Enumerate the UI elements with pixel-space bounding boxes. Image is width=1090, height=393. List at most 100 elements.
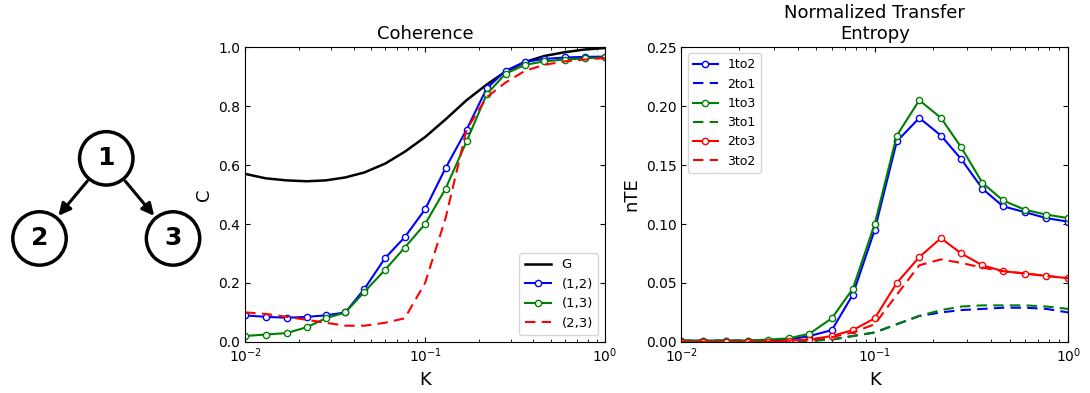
2to1 (955, 308, 968, 312)
1to3 (869, 222, 882, 226)
Line: 2to3: 2to3 (678, 235, 1071, 345)
(1,3) (499, 71, 512, 76)
(1,3) (358, 289, 371, 294)
1to2 (846, 292, 859, 297)
G (300, 179, 313, 184)
(1,2) (319, 313, 332, 318)
(1,3) (598, 55, 611, 60)
Circle shape (80, 132, 133, 185)
Line: 3to2: 3to2 (681, 259, 1068, 342)
2to1 (1062, 310, 1075, 315)
(1,2) (419, 207, 432, 211)
1to3 (996, 198, 1009, 203)
(1,2) (460, 127, 473, 132)
2to1 (697, 338, 710, 343)
(2,3) (519, 68, 532, 73)
2to1 (783, 338, 796, 343)
G (319, 178, 332, 183)
Circle shape (13, 212, 66, 265)
1to2 (761, 338, 774, 343)
1to3 (1019, 208, 1032, 212)
1to3 (1040, 212, 1053, 217)
(1,3) (398, 245, 411, 250)
(1,3) (319, 316, 332, 321)
3to2 (675, 340, 688, 344)
2to3 (976, 263, 989, 268)
(1,3) (558, 57, 571, 62)
1to2 (719, 338, 732, 343)
Text: 3: 3 (165, 226, 182, 250)
(1,2) (537, 57, 550, 61)
3to2 (719, 340, 732, 344)
(2,3) (460, 127, 473, 132)
Line: G: G (245, 48, 605, 181)
3to2 (697, 340, 710, 344)
3to2 (825, 335, 838, 340)
Circle shape (146, 212, 199, 265)
Y-axis label: nTE: nTE (622, 178, 640, 211)
2to1 (1040, 307, 1053, 311)
(1,2) (280, 315, 293, 320)
3to2 (891, 292, 904, 297)
(1,3) (378, 267, 391, 272)
(2,3) (398, 316, 411, 321)
1to3 (803, 331, 816, 336)
2to3 (891, 281, 904, 285)
1to3 (783, 336, 796, 341)
G (578, 47, 591, 52)
3to2 (1019, 271, 1032, 276)
2to1 (1019, 305, 1032, 310)
(1,2) (499, 68, 512, 73)
2to1 (675, 338, 688, 343)
1to3 (741, 338, 754, 343)
G (259, 176, 272, 181)
3to1 (976, 303, 989, 308)
(1,3) (280, 331, 293, 335)
1to2 (976, 186, 989, 191)
G (398, 149, 411, 154)
Text: 1: 1 (97, 146, 116, 170)
(2,3) (280, 314, 293, 319)
2to1 (803, 338, 816, 343)
2to1 (891, 322, 904, 327)
3to2 (1040, 274, 1053, 278)
2to3 (741, 340, 754, 344)
(2,3) (480, 95, 493, 100)
2to3 (996, 269, 1009, 274)
3to1 (697, 338, 710, 343)
3to1 (891, 322, 904, 327)
3to1 (846, 334, 859, 338)
(2,3) (319, 320, 332, 325)
2to3 (697, 340, 710, 344)
2to3 (1062, 276, 1075, 281)
(1,3) (259, 332, 272, 337)
2to3 (1040, 274, 1053, 278)
(1,2) (259, 314, 272, 319)
1to3 (697, 338, 710, 343)
3to2 (996, 269, 1009, 274)
Line: 1to2: 1to2 (678, 115, 1071, 344)
(1,2) (239, 313, 252, 318)
1to2 (996, 204, 1009, 209)
(2,3) (419, 281, 432, 285)
3to2 (912, 263, 925, 268)
3to1 (803, 338, 816, 343)
1to3 (761, 337, 774, 342)
(2,3) (378, 320, 391, 325)
3to2 (761, 340, 774, 344)
2to3 (934, 236, 947, 241)
3to1 (912, 314, 925, 318)
(2,3) (358, 323, 371, 328)
3to2 (869, 322, 882, 327)
(1,2) (578, 55, 591, 59)
(1,2) (519, 60, 532, 64)
2to3 (719, 340, 732, 344)
(2,3) (339, 323, 352, 328)
3to1 (869, 330, 882, 335)
2to3 (846, 328, 859, 332)
3to1 (825, 337, 838, 342)
1to3 (955, 145, 968, 150)
1to2 (869, 228, 882, 232)
G (339, 175, 352, 180)
2to1 (741, 338, 754, 343)
